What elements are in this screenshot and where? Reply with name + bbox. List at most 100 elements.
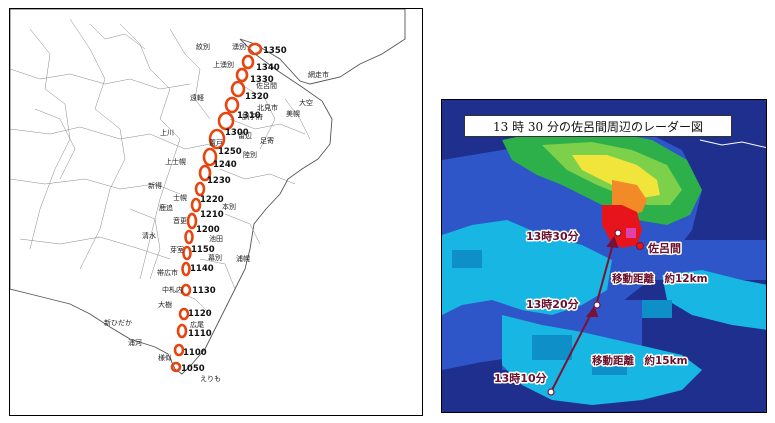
storm-track bbox=[170, 42, 263, 373]
time-label: 1320 bbox=[245, 92, 269, 102]
track-cell bbox=[182, 245, 192, 261]
place-label: 上川 bbox=[160, 128, 174, 137]
place-label: 鹿追 bbox=[159, 203, 173, 212]
track-cell bbox=[170, 361, 182, 373]
saroma-marker bbox=[636, 242, 644, 250]
time-label: 1120 bbox=[188, 309, 212, 319]
time-label: 1140 bbox=[190, 264, 214, 274]
place-label: 上湧別 bbox=[213, 60, 234, 69]
time-label: 1130 bbox=[192, 286, 216, 296]
time-label: 1310 bbox=[237, 111, 261, 121]
place-label: 幕別 bbox=[208, 253, 222, 262]
time-label: 1350 bbox=[263, 46, 287, 56]
time-label: 1150 bbox=[191, 245, 215, 255]
time-label: 1220 bbox=[200, 195, 224, 205]
place-label: 上士幌 bbox=[165, 157, 186, 166]
place-label: 大樹 bbox=[158, 300, 172, 309]
coast-line bbox=[699, 139, 766, 149]
place-label: 清水 bbox=[142, 231, 156, 240]
place-label: 帯広市 bbox=[157, 268, 178, 277]
arrow-1310-1320 bbox=[551, 307, 595, 391]
place-label: 湧別 bbox=[232, 42, 246, 51]
place-label: 足寄 bbox=[260, 136, 274, 145]
time-labels: 1350 1340 1330 1320 1310 1300 1250 1240 … bbox=[181, 46, 287, 374]
track-cell bbox=[247, 42, 263, 56]
label-saroma: 佐呂間 bbox=[647, 241, 681, 255]
label-distance-12km: 移動距離 約12km bbox=[612, 272, 708, 285]
track-cell bbox=[181, 261, 191, 277]
track-cell bbox=[241, 54, 255, 70]
place-label: 浦河 bbox=[128, 338, 142, 347]
place-label: 留辺 bbox=[238, 131, 252, 140]
place-label: 北見市 bbox=[257, 103, 278, 112]
radar-labels: 13時30分 佐呂間 13時20分 13時10分 bbox=[493, 228, 683, 387]
place-labels: 紋別 湧別 上湧別 佐呂間 網走市 北見市 大空 置戸 留辺 訓子府 美幌 遠軽… bbox=[104, 42, 329, 383]
track-cell bbox=[190, 197, 202, 213]
place-label: 池田 bbox=[209, 234, 223, 243]
label-1320: 13時20分 bbox=[526, 297, 579, 311]
track-cell bbox=[224, 96, 240, 114]
label-distance-15km: 移動距離 約15km bbox=[592, 354, 688, 367]
track-cell bbox=[217, 111, 235, 131]
label-1330: 13時30分 bbox=[526, 229, 579, 243]
place-label: 芽室 bbox=[170, 245, 184, 254]
echo-cyan-dark bbox=[452, 250, 672, 375]
track-cell bbox=[178, 307, 190, 321]
time-label: 1050 bbox=[181, 364, 205, 374]
place-label: 様似 bbox=[158, 353, 172, 362]
place-label: 紋別 bbox=[196, 42, 210, 51]
position-marker-1310 bbox=[547, 388, 555, 396]
time-label: 1240 bbox=[213, 160, 237, 170]
label-1310: 13時10分 bbox=[494, 371, 547, 385]
track-cell bbox=[186, 212, 198, 230]
track-cell bbox=[176, 323, 188, 339]
track-cell bbox=[194, 181, 206, 197]
track-cell bbox=[230, 80, 246, 98]
hokkaido-map: 1350 1340 1330 1320 1310 1300 1250 1240 … bbox=[9, 8, 423, 416]
track-cell bbox=[235, 67, 249, 83]
track-cell bbox=[173, 343, 185, 357]
track-cell bbox=[184, 229, 194, 245]
position-marker-1330 bbox=[614, 229, 622, 237]
place-label: 中札内 bbox=[162, 285, 183, 294]
track-cell bbox=[202, 147, 218, 167]
position-marker-1320 bbox=[593, 301, 601, 309]
radar-image: 13時30分 佐呂間 13時20分 13時10分 移動距離 約12km 移動距離… bbox=[441, 99, 767, 413]
radar-title: 13 時 30 分の佐呂間周辺のレーダー図 bbox=[464, 115, 732, 137]
time-label: 1300 bbox=[225, 128, 249, 138]
time-label: 1100 bbox=[183, 348, 207, 358]
place-label: 遠軽 bbox=[190, 93, 204, 102]
place-label: 置戸 bbox=[209, 139, 223, 147]
track-cell bbox=[208, 128, 226, 150]
echo-magenta bbox=[626, 228, 636, 238]
arrow-head bbox=[606, 235, 619, 249]
place-label: 大空 bbox=[299, 98, 313, 107]
distance-labels: 移動距離 約12km 移動距離 約15km bbox=[591, 271, 710, 369]
time-label: 1230 bbox=[207, 176, 231, 186]
arrow-head bbox=[586, 305, 599, 317]
place-label: 訓子府 bbox=[242, 112, 263, 121]
place-label: 新得 bbox=[148, 181, 162, 190]
time-label: 1340 bbox=[256, 63, 280, 73]
place-label: 本別 bbox=[222, 202, 236, 211]
time-label: 1330 bbox=[250, 75, 274, 85]
radar-svg: 13時30分 佐呂間 13時20分 13時10分 移動距離 約12km 移動距離… bbox=[442, 100, 766, 412]
municipal-boundaries bbox=[10, 18, 311, 315]
track-cell bbox=[180, 283, 192, 297]
arrow-1320-1330 bbox=[596, 239, 615, 303]
place-label: 浦幌 bbox=[236, 254, 250, 263]
time-label: 1200 bbox=[196, 225, 220, 235]
hokkaido-map-svg: 1350 1340 1330 1320 1310 1300 1250 1240 … bbox=[10, 9, 406, 383]
place-label: 網走市 bbox=[308, 70, 329, 79]
place-label: えりも bbox=[200, 375, 221, 383]
place-label: 士幌 bbox=[173, 193, 187, 202]
time-label: 1110 bbox=[188, 329, 212, 339]
place-label: 音更 bbox=[173, 216, 187, 225]
place-label: 新ひだか bbox=[104, 318, 132, 327]
coastline bbox=[10, 9, 406, 375]
movement-arrows bbox=[551, 235, 619, 391]
place-label: 広尾 bbox=[190, 320, 204, 329]
place-label: 陸別 bbox=[243, 150, 257, 159]
place-label: 美幌 bbox=[286, 109, 300, 118]
track-cell bbox=[198, 164, 212, 182]
